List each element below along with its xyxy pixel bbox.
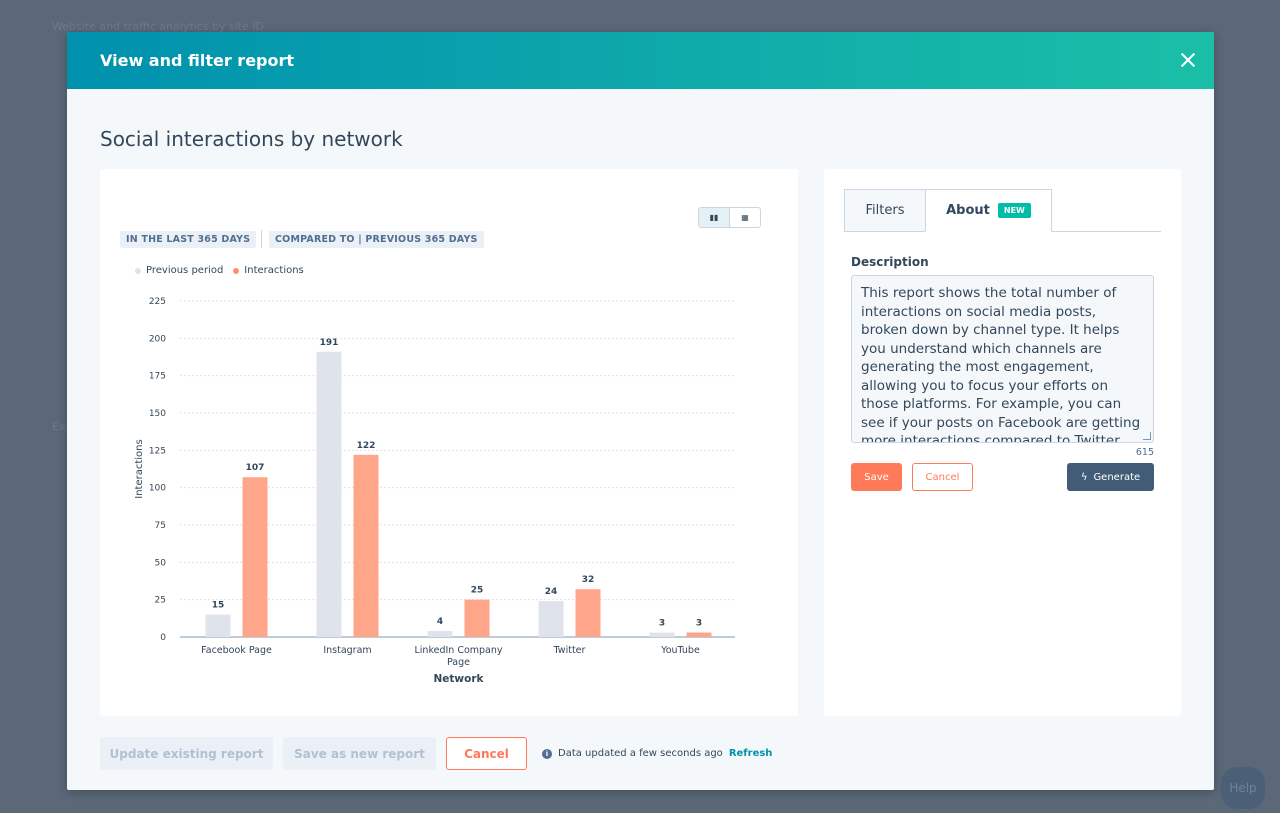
update-existing-report-button[interactable]: Update existing report: [100, 737, 273, 770]
description-text: This report shows the total number of in…: [861, 285, 1141, 443]
background-fragment: Ex: [52, 420, 66, 433]
modal-header: View and filter report: [67, 32, 1214, 89]
character-count: 615: [1135, 447, 1154, 458]
bar-previous[interactable]: [205, 614, 231, 637]
data-label: 3: [696, 619, 702, 629]
chart-card: ▮▮ ▦ IN THE LAST 365 DAYS COMPARED TO | …: [100, 169, 798, 716]
y-tick-label: 100: [149, 484, 166, 494]
y-tick-label: 75: [155, 521, 166, 531]
y-tick-label: 200: [149, 334, 166, 344]
y-tick-label: 0: [160, 633, 166, 643]
legend-swatch-previous: [135, 267, 141, 274]
generate-button[interactable]: ϟ Generate: [1067, 463, 1154, 491]
data-label: 107: [246, 463, 265, 473]
help-button[interactable]: Help: [1221, 767, 1265, 809]
y-tick-label: 125: [149, 446, 166, 456]
legend-item-previous[interactable]: Previous period: [135, 265, 223, 276]
tab-filters-label: Filters: [865, 203, 905, 218]
about-panel: Filters About NEW Description This repor…: [824, 169, 1181, 716]
legend-swatch-interactions: [233, 267, 240, 274]
info-icon: i: [542, 748, 552, 759]
data-label: 191: [320, 338, 339, 348]
bar-previous[interactable]: [649, 632, 675, 637]
legend-item-interactions[interactable]: Interactions: [233, 265, 304, 276]
description-textarea[interactable]: This report shows the total number of in…: [851, 275, 1154, 443]
comparison-tag[interactable]: COMPARED TO | PREVIOUS 365 DAYS: [269, 231, 484, 248]
x-axis-label: Network: [433, 673, 484, 685]
bar-interactions[interactable]: [242, 477, 268, 637]
bar-interactions[interactable]: [464, 599, 490, 637]
cancel-button[interactable]: Cancel: [446, 737, 527, 770]
background-breadcrumb: Website and traffic analytics by site ID: [52, 20, 265, 33]
tab-filters[interactable]: Filters: [844, 189, 926, 232]
bar-chart-view-icon[interactable]: ▮▮: [699, 208, 730, 227]
cancel-description-button[interactable]: Cancel: [912, 463, 973, 491]
resize-handle-icon[interactable]: [1143, 432, 1151, 440]
data-label: 24: [545, 587, 558, 597]
save-description-button[interactable]: Save: [851, 463, 902, 491]
y-tick-label: 50: [155, 558, 167, 568]
y-axis-label: Interactions: [134, 439, 145, 498]
x-tick-label: Twitter: [553, 645, 586, 656]
y-tick-label: 150: [149, 409, 166, 419]
report-modal: View and filter report Social interactio…: [67, 32, 1214, 790]
data-label: 122: [357, 441, 376, 451]
x-tick-label: YouTube: [660, 645, 700, 656]
refresh-link[interactable]: Refresh: [728, 748, 773, 759]
bar-interactions[interactable]: [353, 454, 379, 637]
panel-tabs: Filters About NEW: [844, 189, 1161, 232]
data-label: 3: [659, 619, 665, 629]
date-range-tag[interactable]: IN THE LAST 365 DAYS: [120, 231, 257, 248]
status-text: Data updated a few seconds ago: [558, 748, 723, 759]
tab-about-label: About: [946, 203, 990, 218]
tag-divider: [261, 230, 262, 248]
x-tick-label: Facebook Page: [201, 645, 272, 656]
data-label: 4: [437, 617, 443, 627]
save-as-new-report-button[interactable]: Save as new report: [283, 737, 436, 770]
bar-previous[interactable]: [538, 601, 564, 637]
modal-title: View and filter report: [100, 51, 295, 70]
y-tick-label: 175: [149, 372, 166, 382]
new-badge: NEW: [997, 203, 1031, 218]
data-label: 32: [582, 575, 595, 585]
lightning-icon: ϟ: [1080, 471, 1088, 483]
y-tick-label: 225: [149, 297, 166, 307]
x-tick-label: Instagram: [323, 645, 371, 656]
bar-interactions[interactable]: [575, 589, 601, 637]
table-view-icon[interactable]: ▦: [741, 213, 749, 222]
description-label: Description: [851, 255, 929, 269]
x-tick-label: LinkedIn Company: [414, 645, 502, 656]
legend-label-previous: Previous period: [146, 265, 224, 276]
view-toggle: ▮▮ ▦: [698, 207, 761, 228]
legend-label-interactions: Interactions: [244, 265, 304, 276]
bar-chart: 0 25 50 75 100 125 150 175 200 225 Interactions 15 1…: [134, 297, 735, 685]
data-status: i Data updated a few seconds ago Refresh: [542, 748, 772, 759]
data-label: 25: [471, 586, 484, 596]
bar-interactions[interactable]: [686, 632, 712, 637]
report-title: Social interactions by network: [100, 127, 403, 151]
tab-about[interactable]: About NEW: [925, 189, 1052, 232]
chart-legend: Previous period Interactions: [135, 265, 304, 276]
y-tick-label: 25: [155, 596, 166, 606]
x-tick-label: Page: [447, 657, 470, 668]
bar-previous[interactable]: [427, 631, 453, 637]
close-icon[interactable]: [1178, 50, 1198, 70]
data-label: 15: [212, 601, 225, 611]
generate-label: Generate: [1093, 471, 1141, 483]
bar-previous[interactable]: [316, 351, 342, 637]
